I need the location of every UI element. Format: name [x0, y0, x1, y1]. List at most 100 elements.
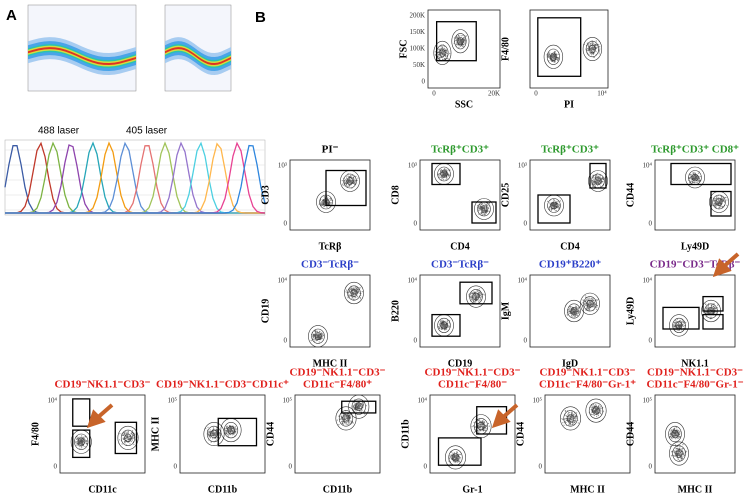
event-dot: [593, 411, 595, 413]
event-dot: [352, 292, 355, 294]
event-dot: [231, 430, 234, 432]
event-dot: [315, 340, 317, 342]
event-dot: [597, 410, 599, 412]
event-dot: [207, 434, 209, 436]
event-dot: [443, 52, 445, 54]
event-dot: [358, 291, 360, 293]
y-tick-label: 200K: [409, 12, 425, 20]
event-dot: [694, 177, 696, 179]
event-dot: [127, 430, 129, 432]
event-dot: [557, 57, 559, 59]
event-dot: [587, 304, 589, 306]
event-dot: [362, 403, 364, 406]
contour: [559, 406, 581, 431]
event-dot: [123, 433, 125, 435]
event-dot: [443, 179, 445, 181]
event-dot: [551, 202, 554, 204]
event-dot: [462, 44, 464, 46]
y-axis-label: CD44: [625, 183, 636, 207]
event-dot: [441, 179, 443, 181]
event-dot: [484, 207, 486, 209]
event-dot: [310, 340, 312, 342]
y-axis-label: F4/80: [30, 422, 41, 446]
event-dot: [573, 308, 575, 310]
gate: [217, 417, 258, 447]
event-dot: [591, 48, 593, 50]
event-dot: [555, 209, 558, 212]
event-dot: [125, 437, 127, 439]
gate: [589, 162, 607, 189]
event-dot: [569, 419, 571, 421]
contour: [466, 285, 486, 308]
event-dot: [447, 169, 449, 171]
event-dot: [82, 436, 84, 438]
event-dot: [446, 57, 449, 60]
event-dot: [313, 340, 315, 342]
laser-label: 405 laser: [126, 126, 168, 137]
gate: [471, 201, 497, 224]
event-dot: [480, 292, 482, 294]
event-dot: [592, 181, 594, 183]
event-dot: [672, 324, 674, 326]
event-dot: [692, 176, 694, 178]
event-dot: [361, 409, 363, 411]
event-dot: [596, 175, 598, 177]
event-dot: [598, 53, 600, 55]
event-dot: [441, 319, 443, 321]
event-dot: [361, 291, 363, 293]
panel-label: B: [255, 9, 266, 26]
event-dot: [486, 203, 488, 205]
heatmap-band: [28, 45, 136, 67]
event-dot: [225, 433, 228, 435]
event-dot: [690, 174, 692, 176]
event-dot: [593, 300, 595, 302]
event-dot: [455, 39, 457, 42]
event-dot: [707, 306, 709, 308]
event-dot: [577, 309, 579, 311]
plot-frame: [294, 394, 381, 474]
event-dot: [679, 431, 681, 433]
event-dot: [226, 426, 228, 428]
event-dot: [471, 297, 473, 299]
event-dot: [697, 172, 700, 174]
event-dot: [342, 184, 344, 186]
event-dot: [584, 302, 586, 304]
event-dot: [564, 420, 566, 422]
event-dot: [476, 294, 478, 297]
event-dot: [573, 413, 575, 415]
gate: [431, 313, 461, 337]
event-dot: [445, 325, 447, 327]
event-dot: [345, 416, 347, 418]
plot-frame: [654, 394, 736, 474]
event-dot: [596, 181, 599, 183]
event-dot: [318, 335, 321, 337]
event-dot: [464, 38, 466, 40]
event-dot: [218, 434, 221, 436]
event-dot: [209, 429, 211, 431]
event-dot: [594, 411, 597, 413]
event-dot: [599, 181, 601, 183]
plot-title: CD11c⁻F4/80⁻Gr-1⁺: [539, 379, 636, 391]
event-dot: [440, 56, 443, 59]
event-dot: [444, 172, 446, 174]
event-dot: [340, 414, 342, 416]
event-dot: [316, 330, 318, 332]
event-dot: [209, 437, 211, 439]
event-dot: [552, 54, 554, 56]
gate: [437, 437, 482, 466]
contour: [440, 170, 448, 178]
event-dot: [231, 427, 233, 429]
contour: [348, 394, 370, 419]
event-dot: [356, 288, 358, 290]
event-dot: [348, 296, 351, 298]
event-dot: [593, 177, 595, 179]
event-dot: [596, 47, 598, 49]
event-dot: [675, 447, 677, 449]
event-dot: [357, 177, 359, 179]
event-dot: [594, 304, 596, 306]
event-dot: [462, 46, 464, 48]
y-tick-label: 100K: [409, 45, 425, 53]
event-dot: [586, 306, 588, 309]
